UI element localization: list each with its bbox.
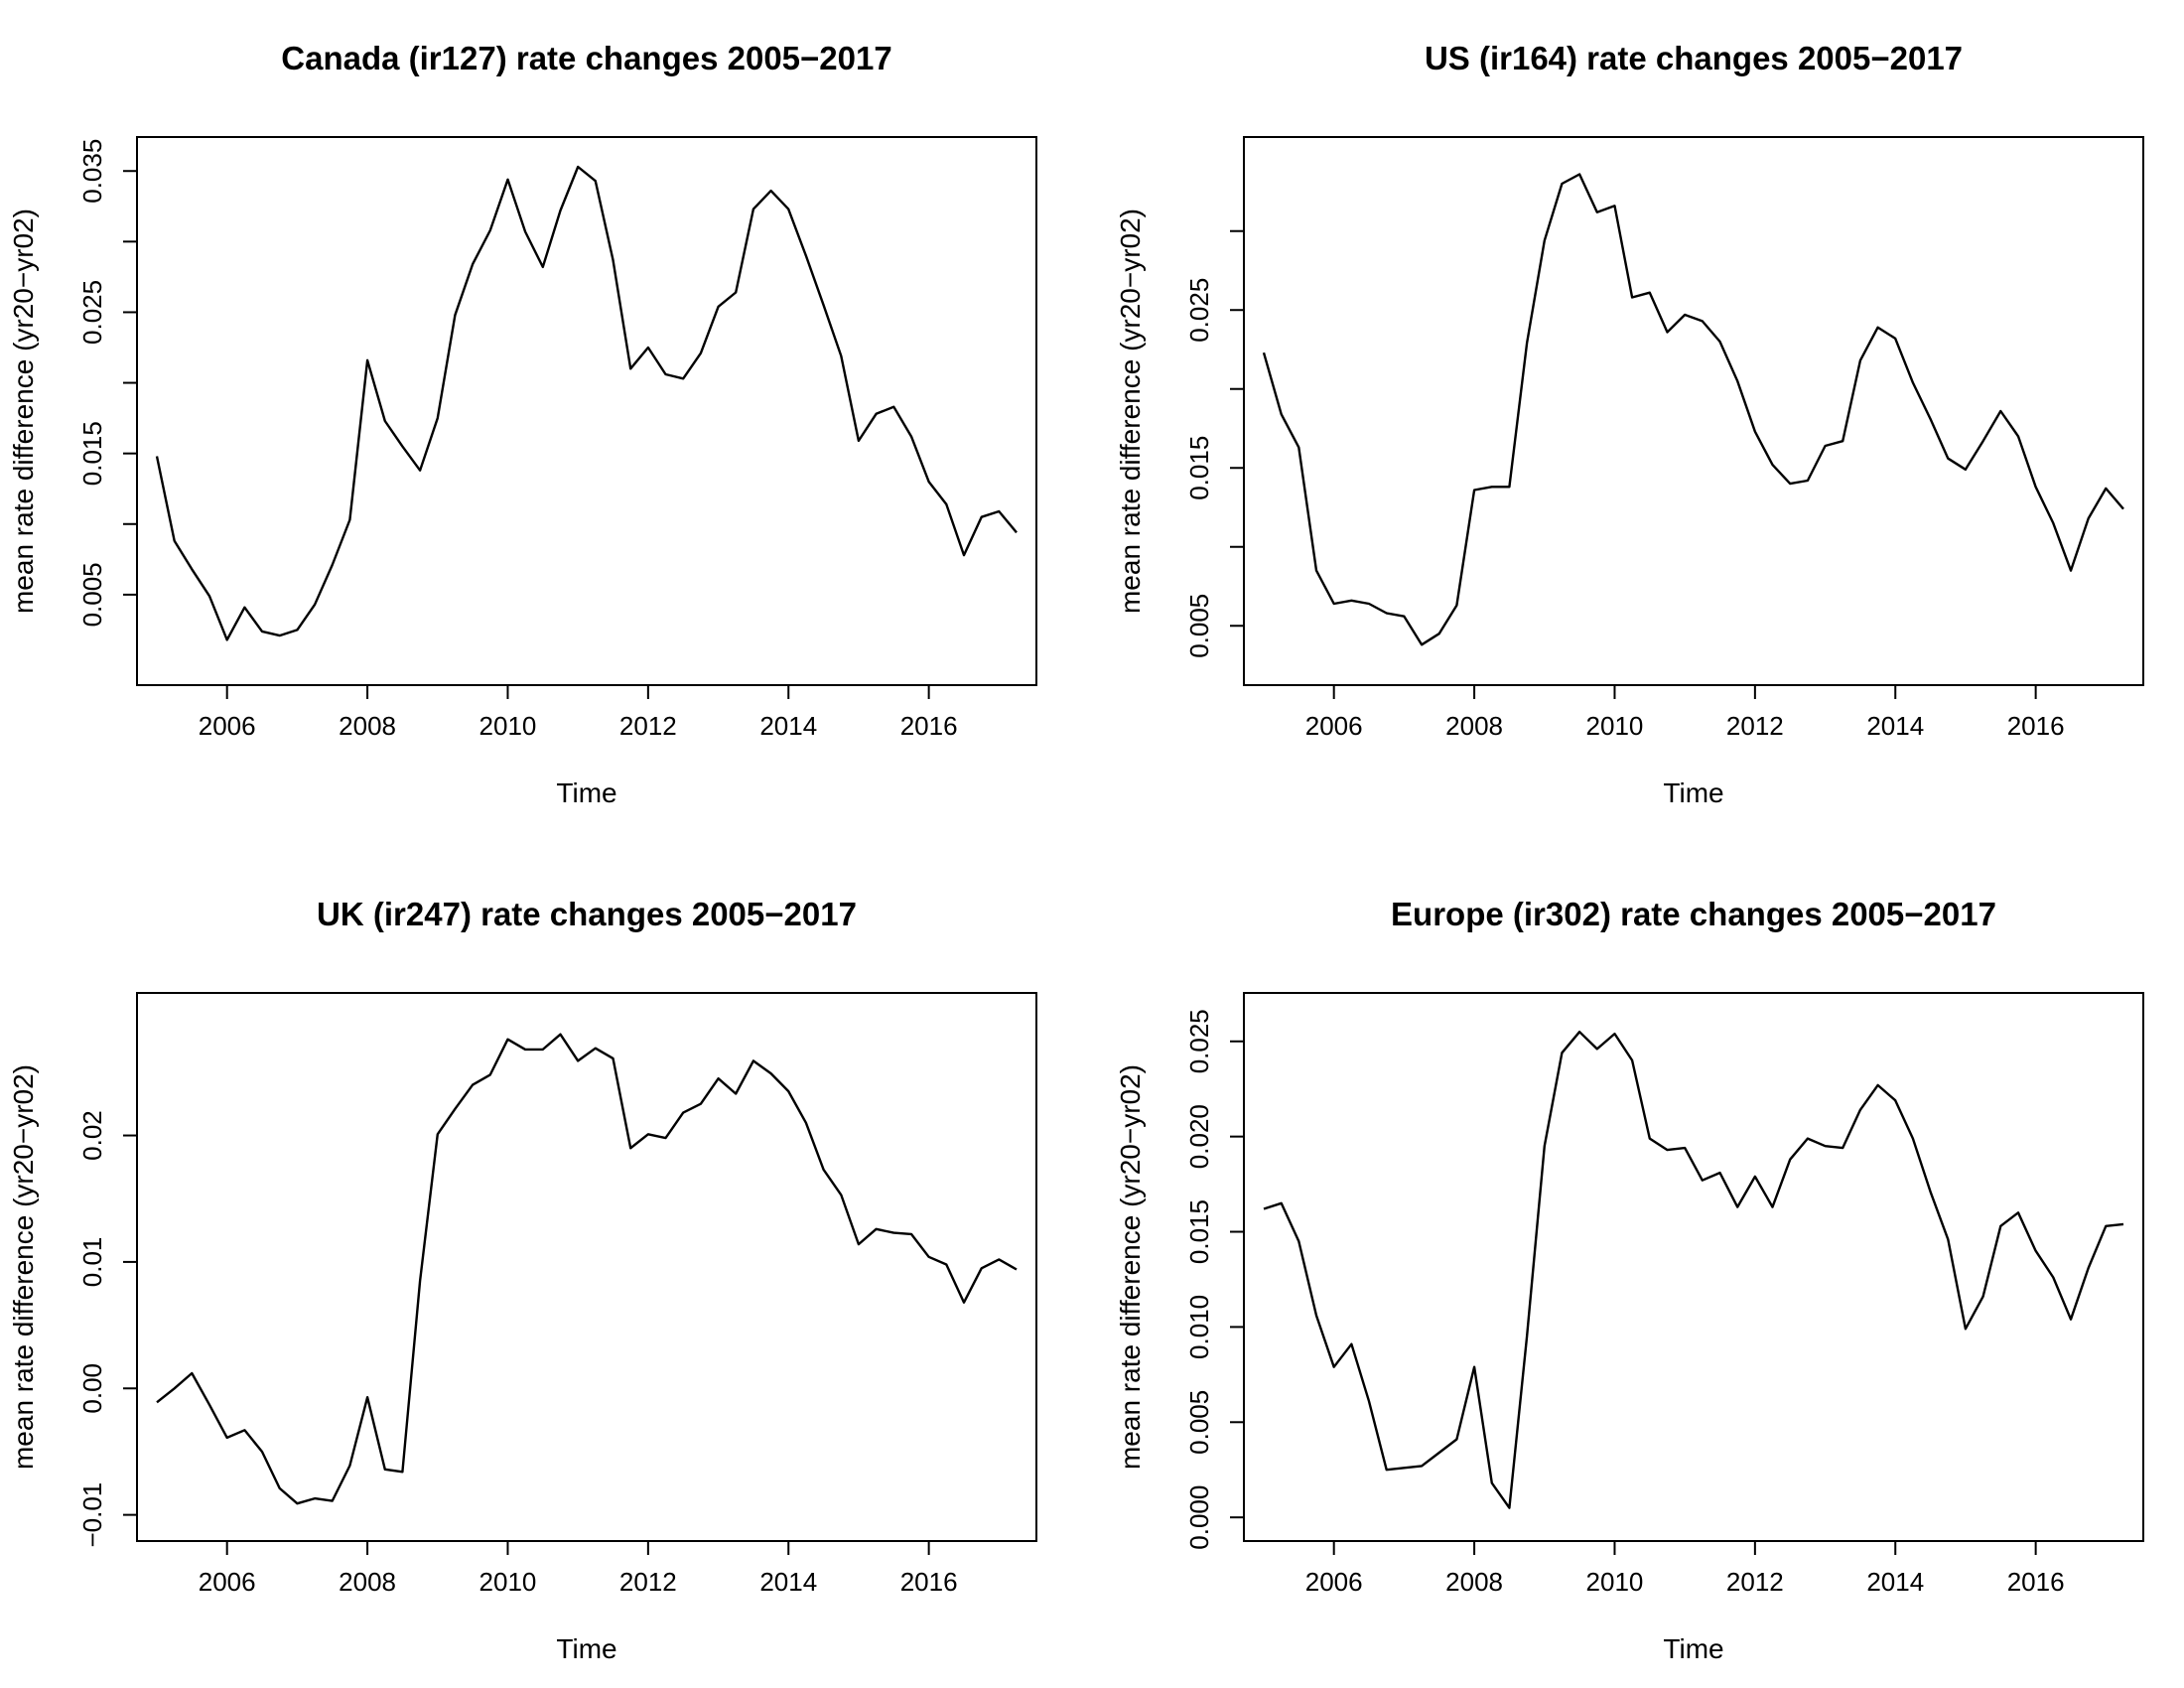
y-tick-label: 0.01 — [77, 1237, 107, 1288]
x-tick-label: 2010 — [1586, 1567, 1644, 1597]
x-tick-label: 2016 — [900, 711, 958, 741]
series-line — [1263, 1030, 2124, 1509]
plot-frame — [1243, 992, 2144, 1542]
x-tick-label: 2008 — [339, 1567, 396, 1597]
x-axis-label: Time — [556, 777, 616, 808]
y-tick-label: 0.015 — [1184, 1199, 1214, 1264]
x-tick-label: 2014 — [759, 711, 817, 741]
chart-panel-1: Canada (ir127) rate changes 2005−2017 200… — [8, 40, 1037, 808]
x-tick-label: 2012 — [619, 711, 677, 741]
chart-title: Canada (ir127) rate changes 2005−2017 — [281, 40, 891, 76]
x-tick-label: 2010 — [1586, 711, 1644, 741]
x-tick-label: 2010 — [479, 711, 537, 741]
chart-title: US (ir164) rate changes 2005−2017 — [1425, 40, 1963, 76]
y-axis-label: mean rate difference (yr20−yr02) — [8, 1064, 39, 1470]
plot-frame — [136, 136, 1037, 686]
y-tick-label: 0.010 — [1184, 1295, 1214, 1359]
y-tick-label: 0.020 — [1184, 1104, 1214, 1169]
chart-title: UK (ir247) rate changes 2005−2017 — [317, 896, 857, 932]
y-tick-label: 0.000 — [1184, 1485, 1214, 1550]
chart-panel-4: Europe (ir302) rate changes 2005−2017 200… — [1115, 896, 2144, 1664]
x-tick-label: 2014 — [1866, 1567, 1924, 1597]
y-tick-label: 0.015 — [77, 421, 107, 486]
y-tick-label: 0.035 — [77, 139, 107, 204]
x-tick-label: 2006 — [1305, 1567, 1363, 1597]
x-tick-label: 2006 — [199, 711, 256, 741]
x-tick-label: 2012 — [1726, 711, 1784, 741]
y-tick-label: 0.005 — [1184, 594, 1214, 658]
x-tick-label: 2014 — [759, 1567, 817, 1597]
y-tick-label: 0.025 — [1184, 1009, 1214, 1073]
plot-frame — [136, 992, 1037, 1542]
x-tick-label: 2008 — [339, 711, 396, 741]
series-line — [155, 165, 1018, 641]
series-line — [1262, 173, 2124, 646]
y-axis-label: mean rate difference (yr20−yr02) — [1115, 209, 1146, 614]
chart-panel-2: US (ir164) rate changes 2005−2017 2006 200… — [1115, 40, 2144, 808]
x-tick-label: 2006 — [199, 1567, 256, 1597]
y-axis-label: mean rate difference (yr20−yr02) — [8, 209, 39, 614]
y-tick-label: 0.02 — [77, 1110, 107, 1161]
x-tick-label: 2006 — [1305, 711, 1363, 741]
x-tick-label: 2016 — [2007, 711, 2065, 741]
y-axis-label: mean rate difference (yr20−yr02) — [1115, 1064, 1146, 1470]
x-tick-label: 2016 — [900, 1567, 958, 1597]
chart-panel-3: UK (ir247) rate changes 2005−2017 2006 200… — [8, 896, 1037, 1664]
y-tick-label: 0.025 — [77, 280, 107, 345]
x-tick-label: 2008 — [1445, 711, 1503, 741]
y-tick-label: 0.025 — [1184, 278, 1214, 343]
y-tick-label: 0.00 — [77, 1363, 107, 1414]
y-tick-label: −0.01 — [77, 1482, 107, 1548]
x-tick-label: 2014 — [1866, 711, 1924, 741]
x-tick-label: 2016 — [2007, 1567, 2065, 1597]
x-axis-label: Time — [556, 1633, 616, 1664]
chart-title: Europe (ir302) rate changes 2005−2017 — [1391, 896, 1996, 932]
y-tick-label: 0.005 — [1184, 1390, 1214, 1455]
y-tick-label: 0.005 — [77, 562, 107, 627]
x-axis-label: Time — [1663, 1633, 1723, 1664]
x-tick-label: 2012 — [1726, 1567, 1784, 1597]
y-tick-label: 0.015 — [1184, 436, 1214, 500]
series-line — [156, 1033, 1018, 1505]
x-tick-label: 2010 — [479, 1567, 537, 1597]
x-axis-label: Time — [1663, 777, 1723, 808]
x-tick-label: 2008 — [1445, 1567, 1503, 1597]
plot-frame — [1243, 136, 2144, 686]
x-tick-label: 2012 — [619, 1567, 677, 1597]
